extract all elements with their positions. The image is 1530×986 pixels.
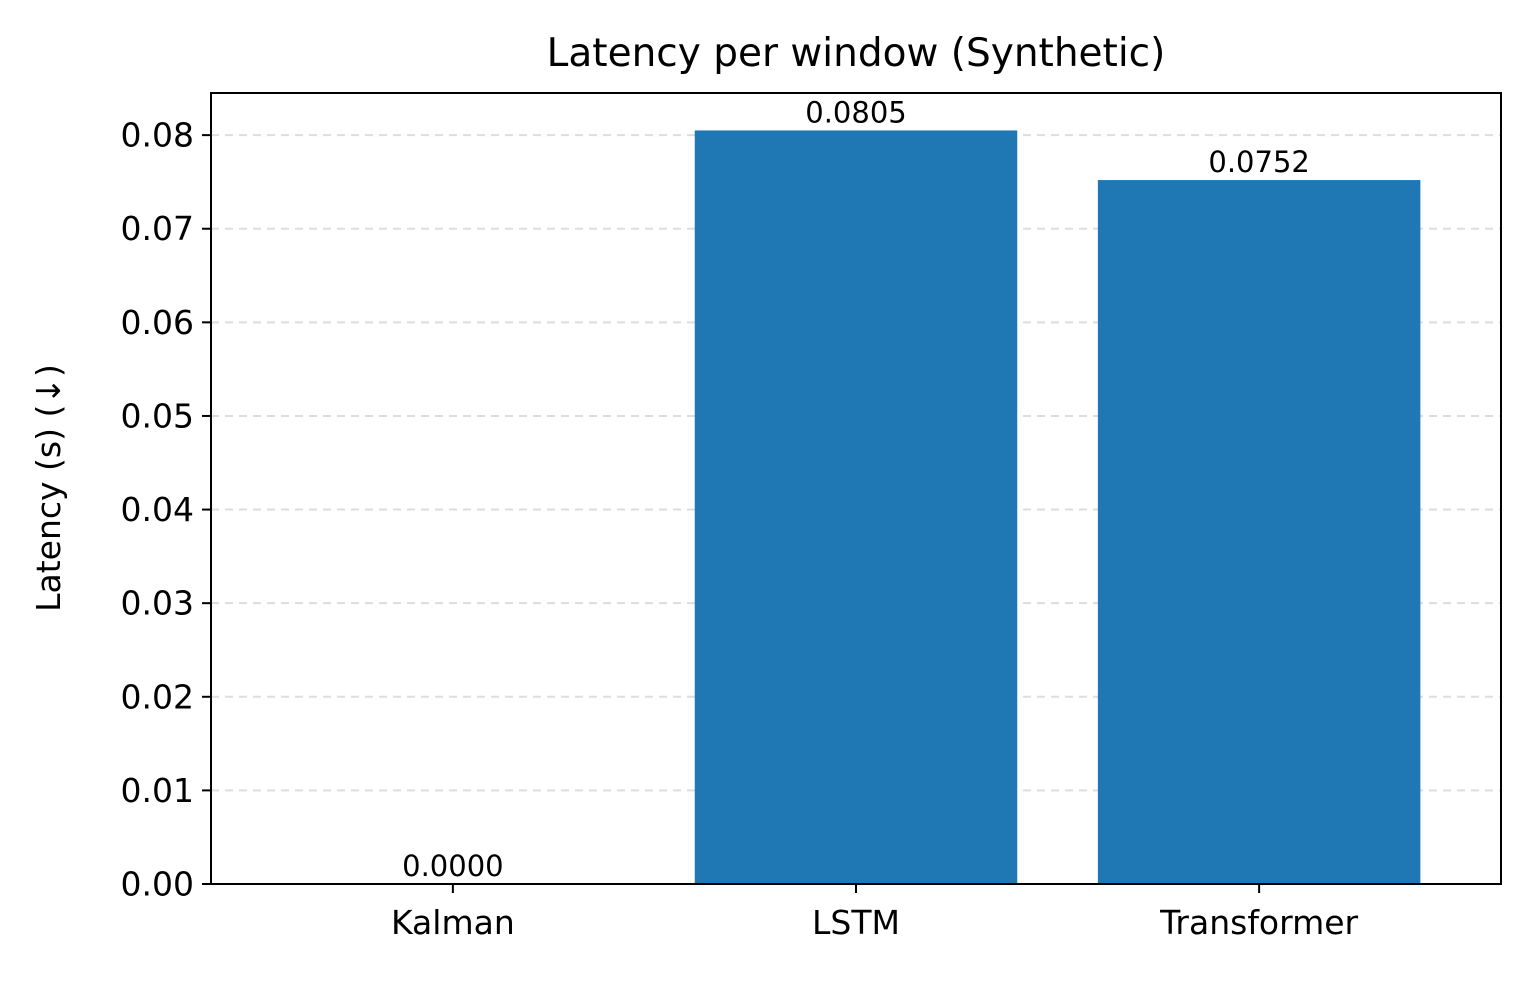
y-tick-label: 0.06 xyxy=(121,303,194,342)
y-tick-label: 0.05 xyxy=(121,396,194,435)
y-axis-ticks: 0.00 0.01 0.02 0.03 0.04 0.05 0.06 0.07 0.08 xyxy=(121,116,211,904)
bar-value-labels: 0.0000 0.0805 0.0752 xyxy=(402,95,1310,883)
bar-transformer xyxy=(1097,180,1421,884)
y-tick-label: 0.03 xyxy=(121,584,194,623)
bar-value-label: 0.0000 xyxy=(402,849,503,883)
y-tick-label: 0.01 xyxy=(121,771,194,810)
chart-title: Latency per window (Synthetic) xyxy=(547,31,1166,76)
y-tick-label: 0.02 xyxy=(121,677,194,716)
bars xyxy=(694,130,1421,884)
bar-lstm xyxy=(694,130,1018,884)
x-tick-label: Kalman xyxy=(391,903,515,942)
bar-value-label: 0.0805 xyxy=(805,95,906,129)
x-tick-label: Transformer xyxy=(1159,903,1358,942)
y-tick-label: 0.04 xyxy=(121,490,194,529)
bar-value-label: 0.0752 xyxy=(1208,145,1309,179)
y-tick-label: 0.07 xyxy=(121,209,194,248)
x-tick-label: LSTM xyxy=(812,903,900,942)
y-axis-label: Latency (s) (↓) xyxy=(29,364,68,612)
y-tick-label: 0.00 xyxy=(121,865,194,904)
x-axis-ticks: Kalman LSTM Transformer xyxy=(391,884,1359,942)
y-tick-label: 0.08 xyxy=(121,116,194,155)
